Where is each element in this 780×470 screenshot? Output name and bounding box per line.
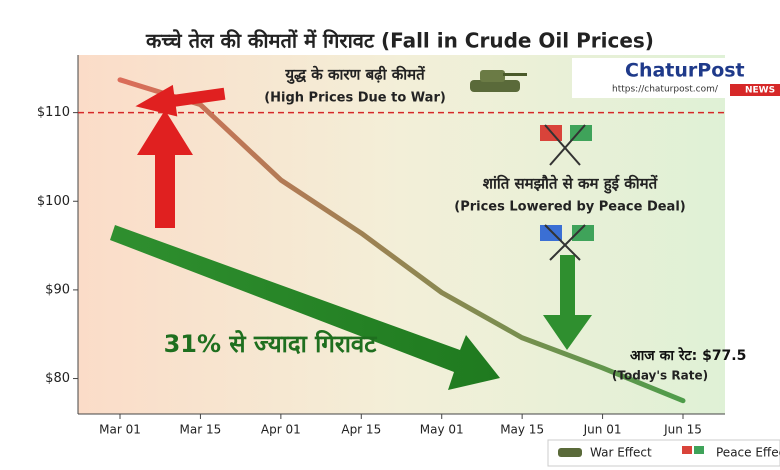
annotation: युद्ध के कारण बढ़ी कीमतें	[284, 66, 426, 85]
legend: War Effect Peace Effect	[547, 439, 780, 467]
logo-tag-bg	[730, 84, 780, 96]
legend-label: Peace Effect	[716, 446, 780, 460]
flags-icon	[540, 124, 594, 261]
legend-icon	[682, 446, 692, 454]
x-tick-label: May 01	[420, 423, 464, 437]
y-tick-label: $80	[45, 371, 70, 386]
annotation: (High Prices Due to War)	[264, 91, 446, 106]
price-line	[117, 77, 686, 404]
logo-tag: NEWS	[745, 86, 775, 96]
y-tick-label: $100	[37, 194, 70, 209]
logo: ChaturPost https://chaturpost.com/ NEWS	[572, 58, 780, 98]
x-tick-label: Mar 15	[180, 423, 222, 437]
annotation: (Prices Lowered by Peace Deal)	[454, 200, 685, 215]
x-tick-label: Mar 01	[99, 423, 141, 437]
y-tick-label: $110	[37, 105, 70, 120]
war-arrow	[137, 110, 193, 228]
legend-label: War Effect	[590, 446, 652, 460]
annotation: आज का रेट: $77.5	[630, 347, 746, 364]
legend-box	[547, 439, 780, 467]
drop-arrow	[110, 225, 500, 390]
x-tick-label: Apr 01	[261, 423, 301, 437]
war-icon	[470, 70, 527, 92]
war-arrow	[135, 84, 226, 117]
legend-icon	[694, 446, 704, 454]
x-tick-label: Apr 15	[341, 423, 381, 437]
annotation: शांति समझौते से कम हुई कीमतें	[483, 175, 659, 195]
x-tick-label: Jun 15	[663, 423, 702, 437]
x-tick-label: Jun 01	[583, 423, 622, 437]
x-tick-label: May 15	[500, 423, 544, 437]
logo-url: https://chaturpost.com/	[612, 85, 719, 95]
annotation: (Today's Rate)	[612, 369, 708, 383]
logo-brand: ChaturPost	[625, 60, 745, 82]
peace-arrow	[543, 255, 592, 350]
y-tick-label: $90	[45, 282, 70, 297]
plot-background	[78, 55, 725, 414]
chart-title: कच्चे तेल की कीमतों में गिरावट (Fall in …	[145, 29, 654, 53]
annotation: 31% से ज्यादा गिरावट	[164, 330, 378, 358]
legend-icon	[558, 448, 582, 457]
